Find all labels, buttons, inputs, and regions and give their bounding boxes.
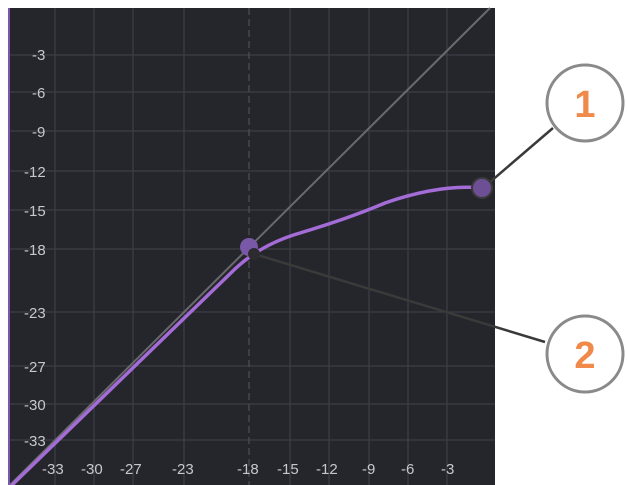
y-tick-label: -6: [32, 85, 45, 102]
y-axis-labels: -3 -6 -9 -12 -15 -18 -23 -27 -30 -33: [24, 47, 46, 450]
horizontal-gridlines: [10, 54, 495, 441]
x-tick-label: -33: [42, 461, 64, 478]
callout-2: 2: [545, 314, 625, 394]
x-tick-label: -18: [237, 461, 259, 478]
transfer-curve[interactable]: [10, 185, 484, 485]
vertical-gridlines: [54, 8, 448, 485]
y-tick-label: -27: [24, 359, 46, 376]
callout-2-number: 2: [574, 335, 595, 377]
x-tick-label: -6: [401, 461, 414, 478]
x-tick-label: -15: [277, 461, 299, 478]
y-tick-label: -23: [24, 305, 46, 322]
callout-1-ring: [545, 63, 625, 143]
y-tick-label: -9: [32, 124, 45, 141]
callout-2-leader: [250, 251, 546, 344]
callout-2-ring: [545, 314, 625, 394]
x-tick-label: -23: [172, 461, 194, 478]
y-tick-label: -12: [24, 164, 46, 181]
callout-1-leader: [482, 127, 554, 189]
x-axis-labels: -33 -30 -27 -23 -18 -15 -12 -9 -6 -3: [42, 461, 454, 478]
callout-1: 1: [545, 63, 625, 143]
y-tick-label: -30: [24, 397, 46, 414]
x-tick-label: -9: [362, 461, 375, 478]
x-tick-label: -3: [441, 461, 454, 478]
x-tick-label: -12: [316, 461, 338, 478]
y-tick-label: -15: [24, 203, 46, 220]
callout-1-number: 1: [574, 84, 595, 126]
ratio-handle[interactable]: [471, 177, 493, 199]
threshold-handle-shadow: [248, 248, 260, 260]
y-tick-label: -18: [24, 242, 46, 259]
y-tick-label: -3: [32, 47, 45, 64]
x-tick-label: -30: [81, 461, 103, 478]
x-tick-label: -27: [120, 461, 142, 478]
y-tick-label: -33: [24, 433, 46, 450]
